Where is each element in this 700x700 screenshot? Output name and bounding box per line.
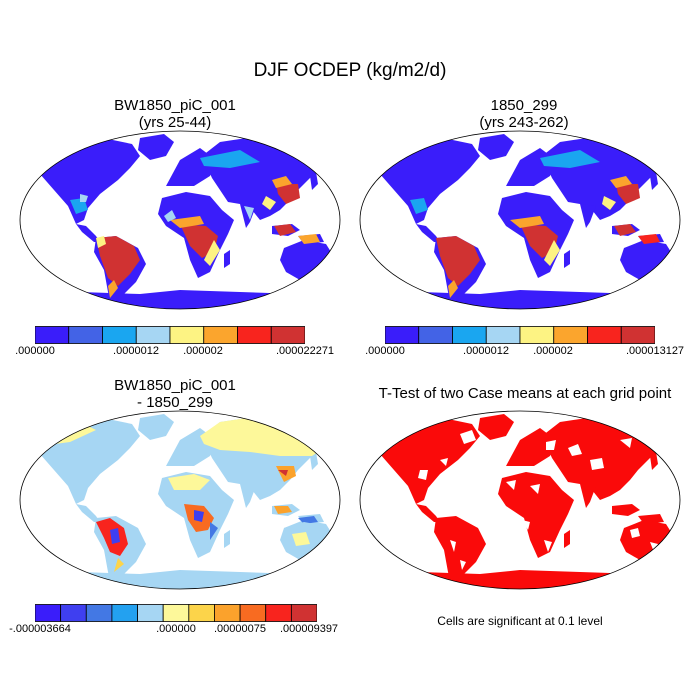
panel-title-case: BW1850_piC_001 (yrs 25-44) [25, 97, 325, 131]
panel-title-difference-line2: - 1850_299 [137, 394, 213, 411]
colorbar-difference-label-max: .000009397 [279, 623, 339, 635]
colorbar-swatch [102, 326, 137, 344]
colorbar-swatch [519, 326, 555, 344]
colorbar-swatch [214, 604, 241, 622]
ttest-note: Cells are significant at 0.1 level [437, 614, 603, 628]
colorbar-swatch [270, 326, 305, 344]
colorbar-case [35, 326, 305, 344]
colorbar-swatch [111, 604, 138, 622]
panel-title-ttest-line1: T-Test of two Case means at each grid po… [378, 385, 672, 402]
colorbar-swatch [485, 326, 521, 344]
colorbar-swatch [553, 326, 588, 344]
colorbar-swatch [85, 604, 113, 622]
map-difference-overlay [34, 416, 332, 572]
colorbar-swatch [35, 604, 62, 622]
colorbar-control-label-2: .0000012 [463, 345, 509, 357]
colorbar-case-label-2: .0000012 [113, 345, 159, 357]
colorbar-swatch [385, 326, 420, 344]
colorbar-swatch [239, 604, 267, 622]
panel-title-case-line2: (yrs 25-44) [138, 114, 212, 131]
colorbar-case-label-min: .000000 [15, 345, 55, 357]
colorbar-swatch [35, 326, 70, 344]
colorbar-difference-label-min: -.000003664 [9, 623, 71, 635]
panel-title-case-line1: BW1850_piC_001 [114, 97, 236, 114]
colorbar-swatch [237, 326, 272, 344]
colorbar-case-labels: .000000 .0000012 .000002 .000022271 [15, 345, 334, 359]
colorbar-swatch [203, 326, 238, 344]
colorbar-swatch [169, 326, 205, 344]
map-control [359, 130, 681, 310]
map-ttest [359, 410, 681, 590]
panel-title-control-line2: (yrs 243-262) [479, 114, 569, 131]
colorbar-difference-label-3: .00000075 [214, 623, 266, 635]
map-case [19, 130, 341, 310]
colorbar-swatch [418, 326, 453, 344]
colorbar-swatch [188, 604, 215, 622]
panel-title-difference-line1: BW1850_piC_001 [114, 377, 236, 394]
colorbar-swatch [60, 604, 87, 622]
colorbar-control-labels: .000000 .0000012 .000002 .000013127 [365, 345, 684, 359]
colorbar-control-label-min: .000000 [365, 345, 405, 357]
colorbar-control-label-max: .000013127 [625, 345, 685, 357]
panel-title-control: 1850_299 (yrs 243-262) [374, 97, 674, 131]
map-ttest-insignificant-cells [418, 430, 658, 570]
colorbar-control-label-3: .000002 [533, 345, 573, 357]
map-difference [19, 410, 341, 590]
colorbar-case-label-3: .000002 [183, 345, 223, 357]
colorbar-swatch [137, 604, 164, 622]
colorbar-difference-label-2: .000000 [156, 623, 196, 635]
colorbar-control [385, 326, 655, 344]
panel-title-difference: BW1850_piC_001 - 1850_299 [25, 377, 325, 411]
colorbar-swatch [620, 326, 655, 344]
colorbar-swatch [135, 326, 171, 344]
map-case-overlay [70, 150, 320, 298]
colorbar-swatch [452, 326, 487, 344]
panel-title-control-line1: 1850_299 [490, 97, 558, 114]
colorbar-case-label-max: .000022271 [275, 345, 335, 357]
colorbar-swatch [587, 326, 622, 344]
colorbar-swatch [265, 604, 292, 622]
colorbar-difference [35, 604, 317, 622]
colorbar-difference-labels: -.000003664 .000000 .00000075 .000009397 [9, 623, 338, 637]
colorbar-swatch [162, 604, 190, 622]
colorbar-swatch [290, 604, 317, 622]
figure-title: DJF OCDEP (kg/m2/d) [253, 60, 447, 81]
map-control-overlay [410, 150, 660, 298]
colorbar-swatch [68, 326, 103, 344]
panel-title-ttest: T-Test of two Case means at each grid po… [340, 385, 700, 402]
